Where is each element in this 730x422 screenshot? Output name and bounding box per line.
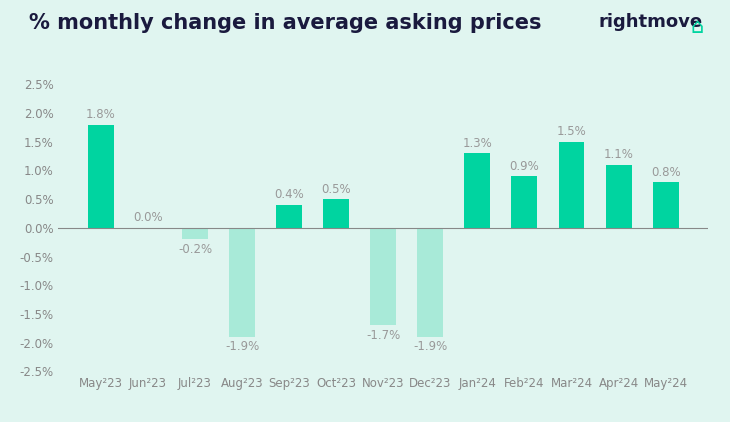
Text: rightmove: rightmove (599, 13, 703, 31)
Text: 0.4%: 0.4% (274, 189, 304, 201)
Bar (558, 142, 585, 228)
Bar (418, 228, 443, 337)
Text: % monthly change in average asking prices: % monthly change in average asking price… (29, 13, 542, 32)
Text: 0.8%: 0.8% (651, 165, 680, 179)
Text: 0.5%: 0.5% (321, 183, 351, 196)
Text: -1.9%: -1.9% (413, 341, 447, 353)
Text: 1.3%: 1.3% (463, 137, 492, 150)
Text: 1.5%: 1.5% (557, 125, 586, 138)
Text: 0.9%: 0.9% (510, 160, 539, 173)
Bar (512, 176, 537, 228)
Text: -0.2%: -0.2% (178, 243, 212, 256)
Bar (464, 153, 491, 228)
Bar (323, 199, 349, 228)
Bar (606, 165, 631, 228)
Text: 0.0%: 0.0% (133, 211, 163, 225)
Bar (182, 228, 208, 239)
Text: -1.7%: -1.7% (366, 329, 400, 342)
Text: -1.9%: -1.9% (225, 341, 259, 353)
Bar (276, 205, 302, 228)
Bar (88, 124, 114, 228)
Text: ⌂: ⌂ (691, 17, 704, 37)
Text: 1.8%: 1.8% (86, 108, 116, 121)
Bar (653, 182, 679, 228)
Bar (370, 228, 396, 325)
Text: 1.1%: 1.1% (604, 148, 634, 161)
Bar (229, 228, 255, 337)
